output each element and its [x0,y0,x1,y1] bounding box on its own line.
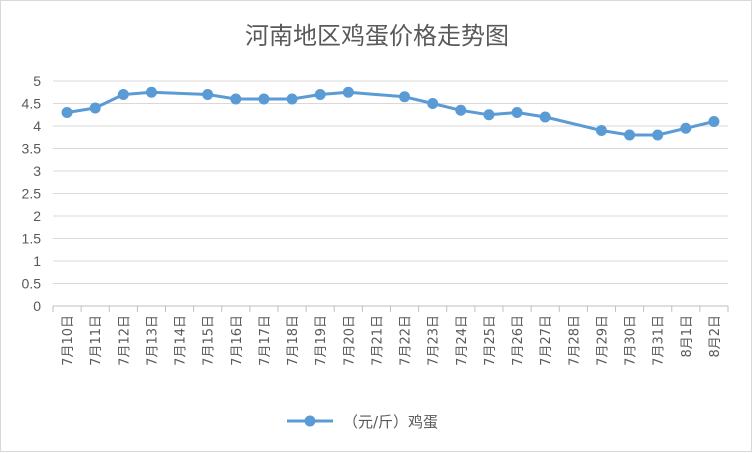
y-tick-label: 0 [33,298,41,314]
data-point [230,93,242,105]
data-point [427,98,439,109]
y-tick-label: 0.5 [22,276,42,292]
legend-label: （元/斤）鸡蛋 [343,413,438,431]
x-tick-label: 7月15日 [202,315,217,366]
data-point [399,91,411,103]
x-tick-label: 7月30日 [624,315,639,366]
y-tick-label: 3 [33,163,41,179]
y-tick-label: 5 [33,73,41,89]
data-point [708,116,720,127]
y-tick-label: 4 [33,118,41,134]
x-tick-label: 7月27日 [539,315,554,366]
y-axis: 0 0.5 1 1.5 2 2.5 3 3.5 4 4.5 5 [22,73,42,314]
legend-marker-swatch [304,415,316,427]
x-tick-label: 7月19日 [314,315,329,366]
x-tick-label: 7月26日 [511,315,526,366]
y-tick-label: 3.5 [22,141,42,157]
data-point [202,89,214,100]
x-tick-label: 7月11日 [89,315,104,366]
legend: （元/斤）鸡蛋 [287,413,438,431]
x-tick-label: 7月25日 [483,315,498,366]
x-tick-label: 7月17日 [258,315,273,366]
y-tick-label: 4.5 [22,96,42,112]
x-tick-label: 7月22日 [399,315,414,366]
data-point [595,125,607,136]
data-point [89,102,101,114]
series-line [65,90,716,137]
data-point [117,89,129,100]
y-tick-label: 2.5 [22,186,42,202]
x-tick-label: 7月16日 [230,315,245,366]
x-tick-label: 7月31日 [652,315,667,366]
data-point [652,129,664,141]
x-tick-label: 7月21日 [370,315,385,366]
gridlines [53,80,728,307]
data-point [342,86,354,98]
x-axis: 7月10日 7月11日 7月12日 7月13日 7月14日 7月15日 7月16日 7月17日… [52,305,729,366]
x-tick-label: 7月10日 [61,315,76,366]
x-tick-label: 8月1日 [680,315,695,358]
x-tick-label: 7月12日 [117,315,132,366]
data-point [286,93,298,105]
x-tick-label: 7月23日 [427,315,442,366]
y-tick-label: 1.5 [22,231,42,247]
series-layer [61,86,720,141]
x-tick-label: 7月28日 [567,315,582,366]
data-point [624,129,636,141]
y-tick-label: 2 [33,208,41,224]
data-point [314,89,326,100]
y-tick-label: 1 [33,253,41,269]
x-tick-label: 8月2日 [708,315,723,358]
x-tick-label: 7月24日 [455,315,470,366]
data-point [539,111,551,123]
x-tick-label: 7月18日 [286,315,301,366]
x-tick-label: 7月20日 [342,315,357,366]
x-tick-label: 7月29日 [595,315,610,366]
data-point [258,93,270,105]
x-tick-label: 7月14日 [174,315,189,366]
data-point [511,107,523,118]
data-point [61,107,73,118]
x-tick-label: 7月13日 [145,315,160,366]
data-point [483,109,495,121]
data-point [145,86,157,98]
data-point [455,104,467,116]
chart-title: 河南地区鸡蛋价格走势图 [245,22,509,50]
data-point [680,122,692,134]
